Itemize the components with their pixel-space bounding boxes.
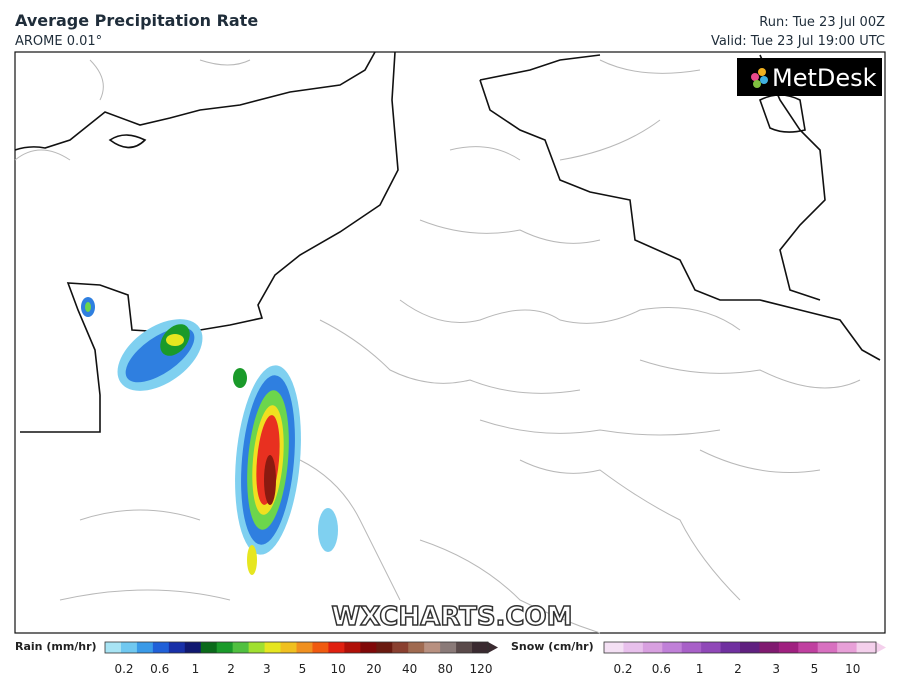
color-swatch [136,642,154,653]
rain-colorbar: 0.2 0.6 1 2 3 5 10 20 40 80 120 [104,641,498,676]
logo: MetDesk [772,64,877,92]
legend-tick-label: 80 [438,662,453,676]
map: WXCHARTS.COM MetDesk [14,51,886,634]
watermark: WXCHARTS.COM [331,602,572,632]
color-swatch [328,642,345,653]
color-swatch [408,642,425,653]
colorbar-frame [104,641,489,654]
legend-tick-label: 2 [227,662,235,676]
color-swatch [392,642,409,653]
color-swatch [817,642,838,653]
color-swatch [312,642,329,653]
legend-tick-label: 0.6 [652,662,671,676]
color-swatch [623,642,644,653]
snow-legend-label: Snow (cm/hr) [511,640,594,653]
color-swatch [376,642,393,653]
color-swatch [360,642,377,653]
snow-colorbar: 0.2 0.6 1 2 3 5 10 [603,641,886,676]
color-swatch [856,642,877,653]
color-swatch [216,642,234,653]
legend-tick-label: 10 [331,662,346,676]
color-swatch [681,642,702,653]
legend-tick-label: 120 [470,662,493,676]
color-swatch [837,642,858,653]
color-swatch [105,642,122,653]
title: Average Precipitation Rate [15,11,258,30]
rain-legend-label: Rain (mm/hr) [15,640,97,653]
color-swatch [472,642,489,653]
precipitation [81,297,338,575]
color-swatch [759,642,780,653]
legend-tick-label: 3 [772,662,780,676]
legend-tick-label: 3 [263,662,271,676]
legend-tick-label: 0.6 [150,662,169,676]
colorbar-arrow [488,642,498,653]
color-swatch [184,642,202,653]
color-swatch [152,642,170,653]
run-time: Run: Tue 23 Jul 00Z [759,15,885,30]
valid-time: Valid: Tue 23 Jul 19:00 UTC [711,34,885,49]
colorbar-arrow [876,642,886,653]
color-swatch [778,642,799,653]
legend-tick-label: 0.2 [613,662,632,676]
color-swatch [120,642,138,653]
logo-icon [751,68,768,88]
legend-tick-label: 1 [192,662,200,676]
legend-tick-label: 2 [734,662,742,676]
legend-tick-label: 40 [402,662,417,676]
legend-tick-label: 5 [811,662,819,676]
color-swatch [232,642,250,653]
color-swatch [424,642,441,653]
color-swatch [248,642,266,653]
color-swatch [740,642,760,653]
color-swatch [720,642,741,653]
colorbar-frame [603,641,877,654]
color-swatch [798,642,819,653]
color-swatch [701,642,722,653]
color-swatch [200,642,218,653]
legend-tick-label: 1 [696,662,704,676]
color-swatch [296,642,313,653]
legend-tick-label: 5 [299,662,307,676]
legend-tick-label: 10 [845,662,860,676]
color-swatch [168,642,186,653]
color-swatch [344,642,361,653]
color-swatch [642,642,663,653]
legend-tick-label: 20 [366,662,381,676]
color-swatch [604,642,624,653]
model: AROME 0.01° [15,34,102,49]
color-swatch [662,642,683,653]
color-swatch [280,642,297,653]
color-swatch [456,642,473,653]
color-swatch [440,642,457,653]
legend-tick-label: 0.2 [114,662,133,676]
color-swatch [264,642,282,653]
